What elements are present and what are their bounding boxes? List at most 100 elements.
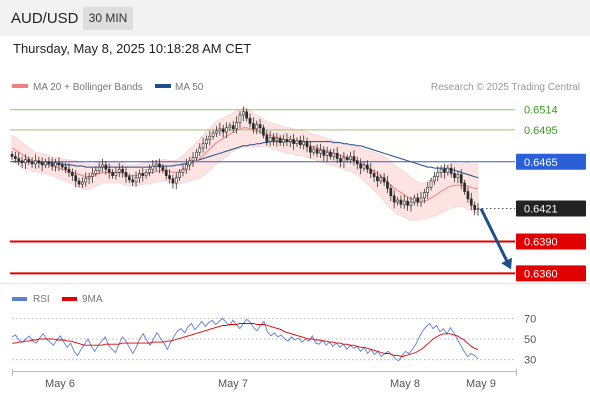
candle: [332, 148, 336, 161]
level-tag-box: [516, 233, 586, 250]
candle-body-up: [138, 173, 141, 179]
candle: [107, 163, 111, 179]
candle-body-down: [158, 163, 161, 168]
candle: [198, 143, 202, 157]
candle: [161, 163, 165, 174]
candle: [396, 196, 399, 206]
candle-body-up: [94, 169, 98, 174]
candle-body-up: [325, 151, 329, 156]
candle: [97, 162, 101, 175]
candle-body-down: [382, 177, 386, 183]
candle: [164, 165, 168, 180]
candle: [268, 131, 272, 147]
candle: [372, 169, 376, 183]
candle-body-down: [40, 162, 44, 166]
candle: [121, 165, 124, 178]
candle: [231, 120, 235, 133]
candle-body-down: [453, 173, 456, 179]
candle-body-down: [262, 127, 265, 136]
candle-body-down: [355, 160, 359, 165]
level-label: 0.6465: [524, 157, 558, 169]
candle-body-up: [188, 160, 192, 166]
candle: [298, 135, 302, 149]
candle-body-up: [174, 177, 178, 184]
timeframe-badge[interactable]: 30 MIN: [83, 7, 133, 30]
candle-body-down: [27, 159, 31, 163]
rsi-ma-legend-label: 9MA: [82, 294, 103, 305]
candle: [248, 113, 252, 128]
candle-body-down: [463, 182, 466, 192]
candle: [278, 135, 282, 146]
candle-body-down: [335, 152, 339, 159]
rsi-ma-legend-swatch: [62, 297, 77, 301]
candle-body-down: [359, 163, 363, 169]
candle-body-down: [389, 188, 393, 197]
candle-body-down: [245, 111, 249, 119]
candle: [74, 170, 78, 188]
candle-body-down: [231, 125, 235, 130]
candle: [17, 152, 21, 166]
candle-body-up: [456, 174, 460, 179]
candle-body-up: [396, 199, 399, 203]
candle: [148, 164, 151, 177]
candle: [319, 143, 322, 158]
candle: [456, 170, 460, 184]
candle: [181, 164, 185, 177]
candle: [302, 135, 306, 150]
level-label: 0.6514: [524, 105, 558, 117]
candle-body-down: [466, 191, 470, 200]
candle-body-down: [386, 181, 389, 189]
candle-body-down: [265, 134, 269, 142]
candle: [362, 161, 366, 172]
candle-body-down: [57, 162, 61, 166]
candle-body-up: [235, 122, 238, 130]
candle-body-up: [362, 164, 366, 169]
candle: [40, 157, 44, 172]
candle-body-up: [205, 139, 208, 145]
candle-body-down: [298, 140, 302, 146]
level-label: 0.6421: [524, 204, 558, 216]
candle-body-down: [292, 139, 295, 145]
candle: [124, 166, 128, 183]
candle-body-up: [402, 200, 406, 205]
level-label: 0.6360: [524, 268, 558, 280]
candle-body-up: [215, 130, 218, 134]
candle-body-down: [252, 123, 255, 130]
candle: [184, 158, 188, 174]
candle-body-down: [50, 163, 54, 167]
candle-body-up: [201, 143, 205, 149]
candle: [218, 122, 222, 136]
rsi-line: [11, 317, 479, 362]
candle-body-down: [248, 117, 252, 124]
candle: [60, 161, 64, 171]
candle: [34, 154, 37, 169]
candle-body-up: [288, 139, 292, 142]
candle: [30, 157, 34, 168]
candle-body-down: [473, 205, 476, 210]
candle-body-up: [446, 167, 450, 173]
candle: [54, 158, 57, 172]
candle-body-down: [121, 168, 124, 173]
candle-body-up: [282, 139, 285, 143]
candle: [339, 154, 342, 168]
candle-body-down: [416, 197, 419, 203]
rsi-level-label: 50: [524, 334, 536, 346]
candle-body-down: [171, 178, 175, 184]
ma20-legend-swatch: [12, 84, 28, 88]
candle: [402, 194, 406, 209]
level-tag-box: [516, 153, 586, 170]
candle: [101, 158, 104, 172]
candle: [439, 165, 443, 178]
candle: [392, 190, 396, 209]
ma50-legend-swatch: [155, 84, 171, 88]
candle: [366, 160, 369, 174]
candle-body-up: [181, 168, 185, 173]
candle: [245, 108, 249, 122]
candle: [386, 175, 389, 194]
candle: [131, 175, 135, 186]
candle: [369, 163, 373, 179]
candle-body-up: [154, 163, 158, 167]
candle-body-down: [322, 149, 326, 156]
candle-body-down: [305, 141, 309, 148]
rsi-level-label: 70: [524, 313, 536, 325]
